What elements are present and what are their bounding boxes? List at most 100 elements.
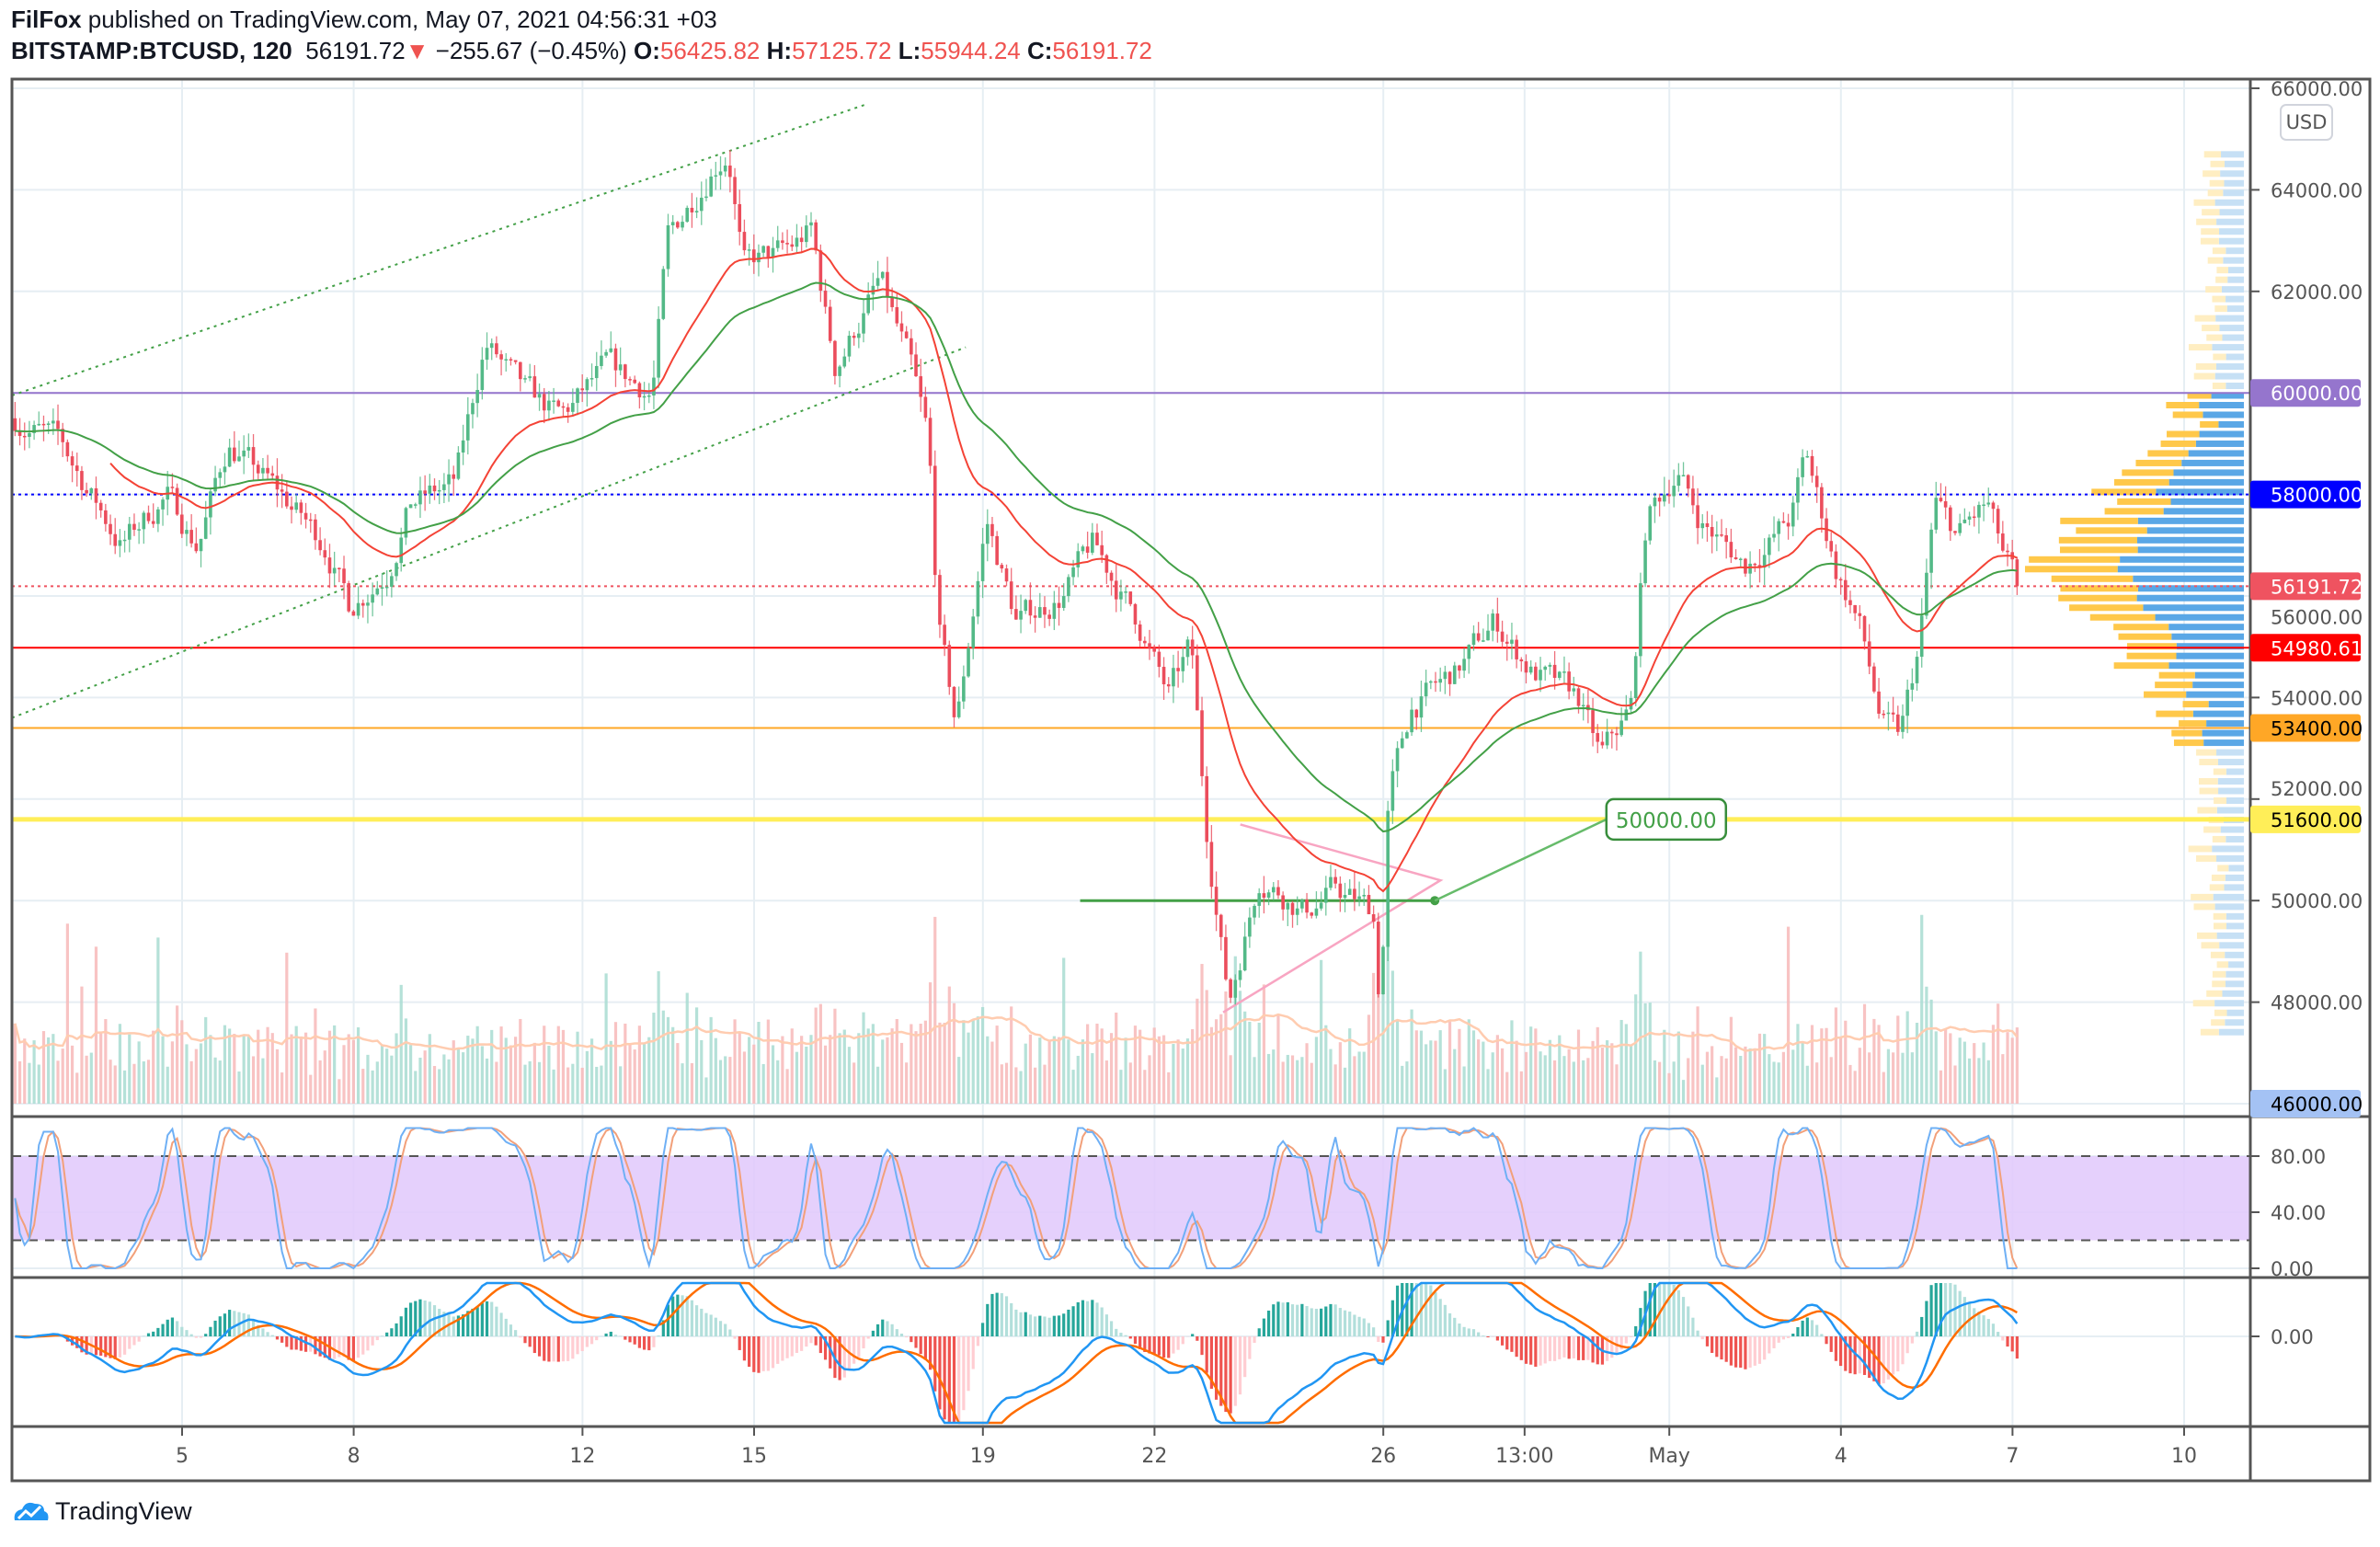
- volume-profile-down: [2216, 267, 2228, 274]
- volume-profile-down: [2076, 527, 2147, 534]
- volume-bar: [146, 1060, 151, 1104]
- macd-histogram-bar: [351, 1336, 355, 1361]
- volume-profile-down: [2215, 276, 2228, 283]
- candle: [1367, 885, 1371, 915]
- volume-bar: [1076, 1055, 1080, 1104]
- macd-histogram-bar: [957, 1336, 961, 1423]
- candle-body: [1663, 494, 1666, 502]
- candle-body: [1190, 639, 1195, 656]
- candle-body: [995, 535, 999, 566]
- volume-profile-down: [2201, 942, 2220, 949]
- candle: [1052, 590, 1057, 631]
- candle: [347, 580, 351, 613]
- candle: [233, 430, 236, 464]
- author-name[interactable]: FilFox: [11, 6, 82, 33]
- volume-profile-down: [2058, 594, 2137, 602]
- macd-histogram-bar: [642, 1336, 646, 1350]
- price-level-badge: [2250, 379, 2361, 407]
- volume-bar: [647, 1037, 651, 1104]
- candle: [857, 322, 861, 349]
- candle: [1458, 664, 1461, 679]
- volume-profile-down: [2191, 893, 2214, 900]
- volume-bar: [532, 1042, 536, 1104]
- volume-bar: [1028, 1034, 1033, 1104]
- volume-bar: [976, 1016, 980, 1104]
- volume-bar: [1505, 1071, 1509, 1104]
- candle: [718, 155, 723, 190]
- tradingview-logo[interactable]: TradingView: [11, 1497, 192, 1526]
- candle: [943, 614, 946, 657]
- candle-body: [209, 491, 212, 518]
- candle: [1762, 538, 1767, 585]
- candle-body: [699, 197, 704, 212]
- macd-histogram-bar: [1386, 1320, 1390, 1336]
- macd-histogram-bar: [1047, 1317, 1051, 1336]
- volume-profile-up: [2137, 546, 2244, 554]
- symbol-name[interactable]: BITSTAMP:BTCUSD, 120: [11, 37, 292, 64]
- volume-bar: [943, 1023, 946, 1104]
- price-callout[interactable]: 50000.00: [1434, 797, 1728, 902]
- candle-body: [290, 506, 293, 510]
- candle-body: [314, 519, 317, 541]
- macd-histogram-bar: [1438, 1299, 1442, 1336]
- volume-bar: [51, 1034, 55, 1104]
- candle: [576, 387, 579, 416]
- macd-histogram-bar: [1320, 1308, 1323, 1336]
- macd-histogram-bar: [613, 1335, 618, 1336]
- candle: [1557, 670, 1562, 681]
- candle-body: [847, 336, 852, 357]
- candle-body: [342, 568, 346, 584]
- candle-body: [875, 278, 880, 286]
- volume-bar: [933, 916, 937, 1104]
- currency-button[interactable]: USD: [2280, 104, 2333, 141]
- candle: [637, 381, 642, 409]
- volume-bar: [875, 1066, 880, 1104]
- volume-bar: [1100, 1028, 1104, 1104]
- candle: [1028, 582, 1033, 625]
- volume-bar: [1109, 1033, 1114, 1104]
- volume-bar: [1057, 1037, 1061, 1104]
- time-axis-label: 8: [348, 1445, 360, 1468]
- candle-body: [80, 471, 84, 490]
- candle-body: [46, 423, 51, 426]
- candle-body: [28, 432, 31, 438]
- candle-body: [395, 563, 398, 577]
- candle-body: [318, 540, 322, 551]
- publish-text: published on TradingView.com, May 07, 20…: [81, 6, 717, 33]
- candle-body: [990, 523, 994, 536]
- volume-bar: [418, 1057, 422, 1104]
- volume-profile-up: [2203, 739, 2244, 747]
- macd-histogram-bar: [85, 1336, 88, 1355]
- candle: [519, 361, 522, 392]
- macd-histogram-bar: [194, 1336, 198, 1338]
- candle: [371, 582, 374, 617]
- candle: [246, 433, 251, 459]
- candle: [1814, 465, 1819, 503]
- candle: [428, 474, 432, 504]
- candle-body: [70, 456, 74, 466]
- macd-histogram-bar: [261, 1328, 265, 1336]
- candle: [781, 232, 784, 250]
- pane-frames: [10, 77, 2372, 1483]
- macd-histogram-bar: [1915, 1331, 1919, 1336]
- candle-body: [1434, 681, 1437, 683]
- candle-body: [408, 504, 413, 509]
- macd-histogram-bar: [1425, 1283, 1428, 1336]
- volume-bar: [1615, 1064, 1619, 1104]
- macd-histogram-bar: [657, 1335, 660, 1336]
- candle: [189, 514, 193, 548]
- candle-body: [828, 306, 832, 341]
- candle: [1276, 879, 1280, 900]
- candle: [74, 453, 79, 487]
- volume-bar: [1143, 1070, 1147, 1104]
- candle: [1895, 705, 1900, 736]
- macd-histogram-bar: [1729, 1336, 1733, 1366]
- candle-body: [1882, 713, 1886, 716]
- volume-bar: [1552, 1060, 1557, 1104]
- macd-histogram-bar: [1152, 1336, 1156, 1354]
- candle: [1796, 468, 1800, 521]
- candle-body: [452, 474, 456, 479]
- macd-histogram-bar: [757, 1336, 761, 1373]
- volume-bar: [485, 1058, 489, 1104]
